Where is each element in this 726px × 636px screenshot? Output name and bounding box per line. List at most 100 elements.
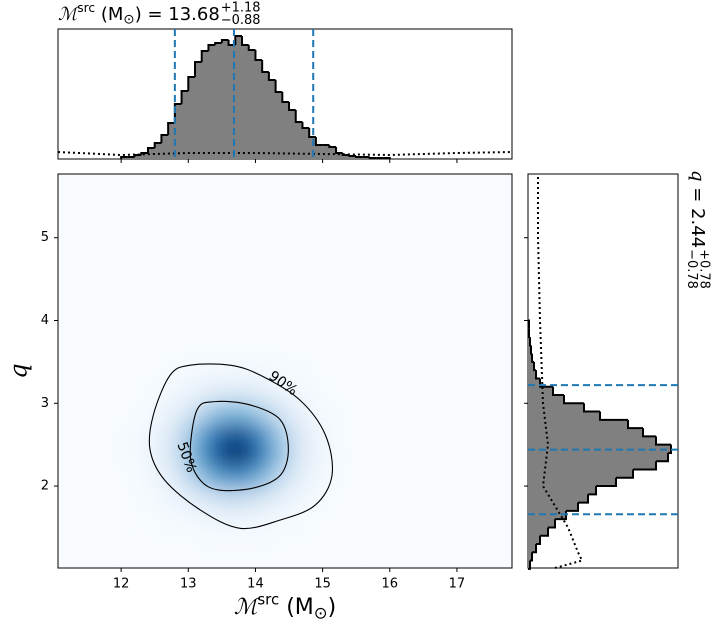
hist-bar (342, 155, 350, 159)
density-cell (305, 526, 324, 549)
density-cell (204, 423, 223, 446)
hist-bar (282, 102, 290, 159)
hist-step (530, 552, 533, 562)
hist-bar (528, 510, 566, 520)
density-cell (221, 423, 240, 446)
density-cell (154, 402, 172, 425)
hist-step (348, 155, 357, 157)
hist-step (528, 560, 531, 570)
density-cell (238, 506, 256, 528)
hist-step (529, 337, 531, 347)
hist-step (642, 428, 656, 438)
density-cell (288, 526, 307, 549)
density-cell (288, 464, 307, 487)
hist-bar (336, 153, 344, 159)
density-cell (171, 402, 189, 425)
hist-step (583, 403, 600, 413)
hist-bar (248, 50, 256, 159)
hist-bar (528, 552, 532, 561)
hist-bar (195, 62, 203, 159)
hist-bar (275, 92, 283, 159)
hist-step (173, 103, 182, 123)
hist-step (146, 147, 155, 153)
right-title: q = 2.44+0.78−0.78 (684, 170, 711, 289)
hist-step (234, 35, 243, 45)
hist-step (596, 477, 617, 488)
hist-step (536, 535, 541, 545)
hist-bar (528, 477, 616, 487)
density-cell (338, 485, 357, 508)
density-cell (254, 382, 273, 404)
density-cell (322, 464, 340, 487)
x-tick-label: 16 (381, 577, 398, 592)
hist-step (633, 461, 657, 471)
density-cell (221, 526, 240, 549)
density-cell (204, 485, 223, 508)
density-cell (204, 464, 223, 487)
density-cell (137, 444, 156, 466)
y-axis-label: q (5, 363, 33, 378)
hist-step (308, 128, 316, 138)
label-text: ℳsrc (M⊙) = 13.68 (58, 1, 220, 28)
y-tick-label: 2 (41, 479, 49, 494)
density-cell (187, 526, 206, 549)
density-cell (171, 423, 189, 446)
density-cell (171, 444, 189, 466)
density-cell (322, 402, 340, 425)
hist-step (368, 157, 377, 159)
hist-bar (528, 486, 596, 495)
density-cell (154, 506, 172, 528)
density-cell (120, 361, 139, 384)
heatmap (120, 361, 357, 549)
hist-bar (528, 386, 553, 396)
hist-step (120, 156, 128, 159)
x-tick-label: 13 (180, 577, 197, 592)
x-tick-label: 17 (449, 577, 466, 592)
hist-step (241, 36, 249, 46)
hist-step (616, 469, 634, 479)
density-cell (238, 382, 256, 404)
label-part: ⊙ (314, 603, 328, 622)
heatmap-cells (120, 361, 357, 549)
density-cell (221, 464, 240, 487)
density-cell (322, 382, 340, 404)
hist-bar (528, 428, 643, 437)
hist-step (314, 137, 323, 146)
density-cell (187, 485, 206, 508)
x-axis-label: ℳsrc (M⊙) (234, 590, 336, 622)
density-cell (271, 444, 290, 466)
hist-bar (528, 411, 600, 421)
hist-step (194, 61, 202, 77)
hist-step (261, 60, 269, 73)
hist-step (588, 486, 597, 496)
density-cell (305, 464, 324, 487)
density-cell (171, 506, 189, 528)
hist-bar (528, 378, 540, 388)
hist-bar (528, 461, 656, 470)
density-cell (120, 506, 139, 528)
hist-step (160, 134, 169, 143)
label-part: ) = 13.68 (135, 4, 220, 25)
density-cell (120, 382, 139, 404)
hist-bar (528, 502, 578, 512)
axes-frame (57, 173, 513, 569)
density-cell (254, 526, 273, 549)
hist-step (566, 502, 579, 512)
density-cell (204, 361, 223, 384)
density-cell (271, 361, 290, 384)
hist-bar (154, 143, 162, 159)
hist-step (247, 45, 256, 51)
hist-bar (295, 122, 303, 159)
hist-step (200, 50, 209, 62)
hist-step (153, 142, 162, 148)
density-cell (288, 423, 307, 446)
density-cell (288, 506, 307, 528)
density-cell (154, 423, 172, 446)
hist-step (140, 152, 148, 155)
hist-bar (349, 156, 357, 159)
hist-step (540, 527, 549, 537)
density-cell (322, 506, 340, 528)
hist-bar (528, 535, 540, 545)
y-tick-label: 5 (41, 230, 49, 245)
